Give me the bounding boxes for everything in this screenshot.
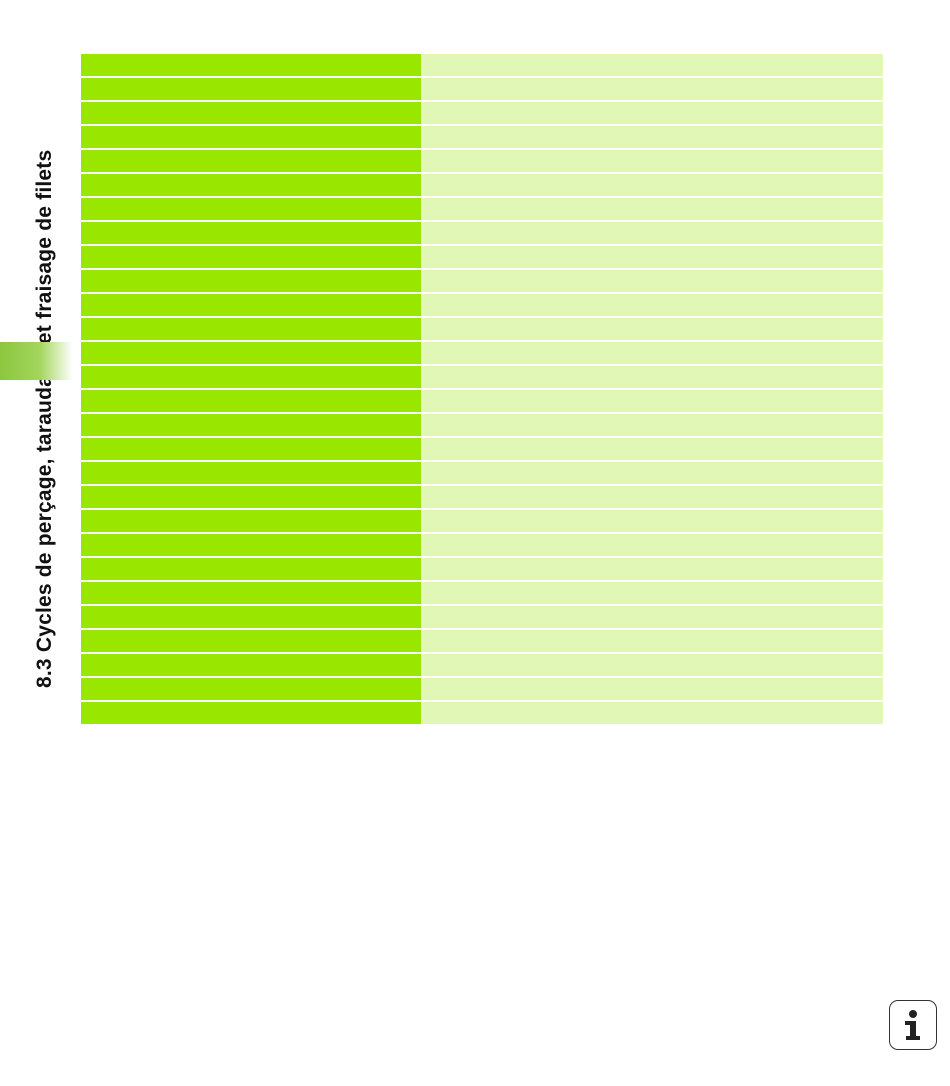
- table-row: [81, 366, 883, 388]
- table-cell-label: [81, 414, 421, 436]
- table-cell-label: [81, 630, 421, 652]
- table-cell-value: [421, 486, 883, 508]
- table-cell-label: [81, 510, 421, 532]
- table-cell-value: [421, 390, 883, 412]
- table-cell-label: [81, 126, 421, 148]
- table-cell-label: [81, 78, 421, 100]
- table-cell-value: [421, 606, 883, 628]
- table-cell-label: [81, 294, 421, 316]
- table-row: [81, 534, 883, 556]
- table-cell-label: [81, 366, 421, 388]
- table-cell-value: [421, 582, 883, 604]
- table-cell-label: [81, 150, 421, 172]
- table-row: [81, 150, 883, 172]
- table-cell-label: [81, 54, 421, 76]
- table-row: [81, 198, 883, 220]
- table-row: [81, 510, 883, 532]
- table-cell-label: [81, 678, 421, 700]
- table-cell-value: [421, 150, 883, 172]
- table-row: [81, 678, 883, 700]
- table-cell-label: [81, 222, 421, 244]
- table-row: [81, 702, 883, 724]
- table-cell-value: [421, 102, 883, 124]
- table-cell-value: [421, 654, 883, 676]
- info-icon: [905, 1010, 920, 1040]
- table-row: [81, 582, 883, 604]
- table-cell-label: [81, 246, 421, 268]
- table-row: [81, 174, 883, 196]
- table-cell-value: [421, 54, 883, 76]
- table-cell-label: [81, 102, 421, 124]
- table-cell-label: [81, 606, 421, 628]
- table-cell-value: [421, 294, 883, 316]
- table-cell-label: [81, 438, 421, 460]
- table-cell-value: [421, 318, 883, 340]
- table-row: [81, 462, 883, 484]
- table-cell-value: [421, 510, 883, 532]
- table-cell-label: [81, 534, 421, 556]
- table-row: [81, 78, 883, 100]
- table-cell-value: [421, 558, 883, 580]
- table-cell-label: [81, 654, 421, 676]
- table-row: [81, 390, 883, 412]
- table-row: [81, 342, 883, 364]
- table-cell-value: [421, 702, 883, 724]
- table-cell-label: [81, 174, 421, 196]
- table-cell-label: [81, 390, 421, 412]
- table-row: [81, 270, 883, 292]
- table-cell-label: [81, 486, 421, 508]
- table-row: [81, 126, 883, 148]
- table-cell-label: [81, 558, 421, 580]
- table-row: [81, 486, 883, 508]
- table-cell-label: [81, 342, 421, 364]
- table-cell-label: [81, 318, 421, 340]
- table-cell-value: [421, 462, 883, 484]
- table-cell-label: [81, 462, 421, 484]
- chapter-tab-marker: [0, 342, 73, 380]
- table-cell-label: [81, 198, 421, 220]
- table-cell-label: [81, 582, 421, 604]
- table-row: [81, 438, 883, 460]
- table-row: [81, 102, 883, 124]
- table-row: [81, 318, 883, 340]
- table-cell-value: [421, 342, 883, 364]
- table-cell-value: [421, 630, 883, 652]
- table-cell-value: [421, 534, 883, 556]
- table-cell-value: [421, 198, 883, 220]
- table-row: [81, 606, 883, 628]
- table-cell-value: [421, 126, 883, 148]
- table-cell-value: [421, 414, 883, 436]
- table-row: [81, 54, 883, 76]
- table-cell-value: [421, 270, 883, 292]
- table-cell-value: [421, 222, 883, 244]
- table-cell-label: [81, 270, 421, 292]
- content-table: [81, 54, 883, 726]
- table-row: [81, 222, 883, 244]
- table-row: [81, 558, 883, 580]
- table-row: [81, 630, 883, 652]
- table-cell-label: [81, 702, 421, 724]
- table-cell-value: [421, 678, 883, 700]
- table-row: [81, 414, 883, 436]
- info-button[interactable]: [889, 1000, 937, 1050]
- chapter-title-text: 8.3 Cycles de perçage, taraudage et frai…: [33, 149, 56, 688]
- table-cell-value: [421, 78, 883, 100]
- table-cell-value: [421, 438, 883, 460]
- table-row: [81, 294, 883, 316]
- table-row: [81, 246, 883, 268]
- table-cell-value: [421, 366, 883, 388]
- table-cell-value: [421, 174, 883, 196]
- table-cell-value: [421, 246, 883, 268]
- table-row: [81, 654, 883, 676]
